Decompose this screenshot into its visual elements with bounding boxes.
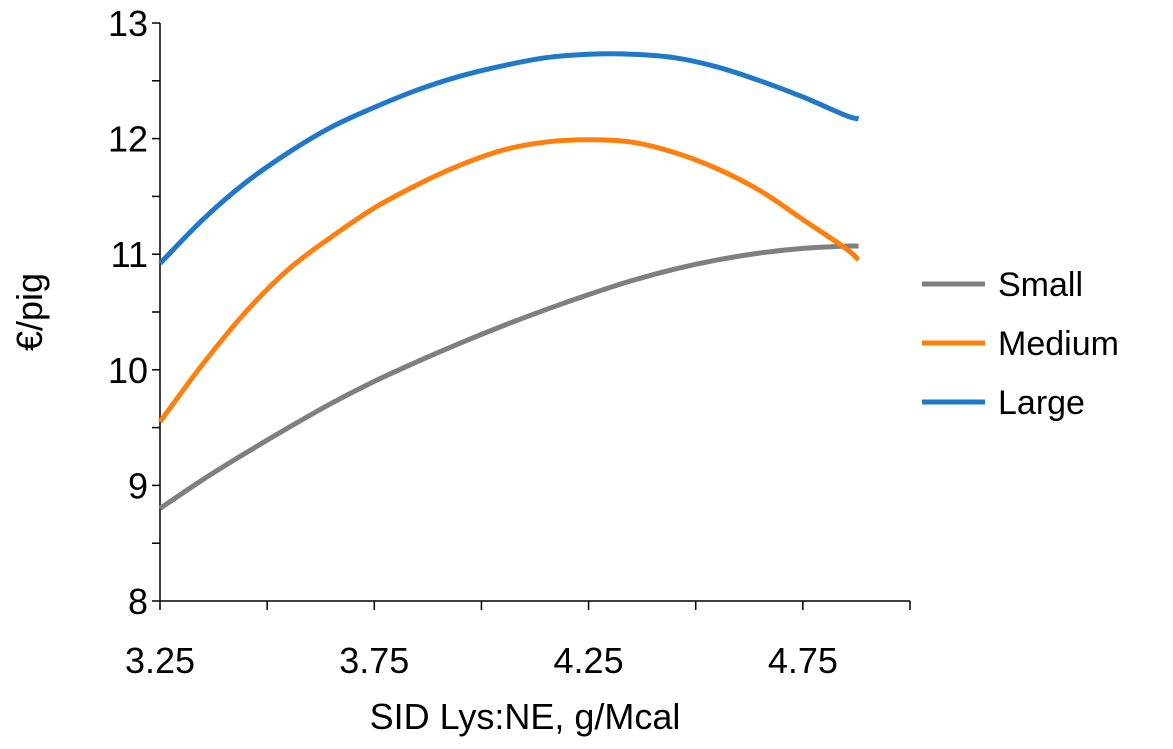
x-tick-label: 3.75	[339, 640, 409, 681]
legend-label-small: Small	[998, 266, 1083, 304]
y-tick-label: 11	[111, 234, 148, 275]
y-tick-label: 12	[108, 119, 148, 160]
y-tick-label: 13	[108, 3, 148, 44]
x-axis-title: SID Lys:NE, g/Mcal	[370, 696, 681, 737]
axes: 8 9 10 11 12 13 3.25 3.75 4.25 4.75	[108, 3, 911, 681]
y-tick-label: 10	[108, 350, 148, 391]
legend: Small Medium Large	[922, 266, 1119, 422]
legend-label-large: Large	[998, 384, 1085, 422]
x-tick-label: 4.75	[768, 640, 838, 681]
legend-label-medium: Medium	[998, 325, 1119, 363]
y-tick-label: 8	[128, 581, 148, 622]
y-tick-label: 9	[128, 465, 148, 506]
series-lines	[157, 51, 861, 511]
series-line-small	[158, 243, 859, 511]
x-tick-label: 4.25	[554, 640, 624, 681]
series-line-large	[158, 51, 860, 266]
series-line-medium	[157, 137, 861, 424]
y-axis-title: €/pig	[9, 273, 50, 351]
x-tick-label: 3.25	[125, 640, 195, 681]
